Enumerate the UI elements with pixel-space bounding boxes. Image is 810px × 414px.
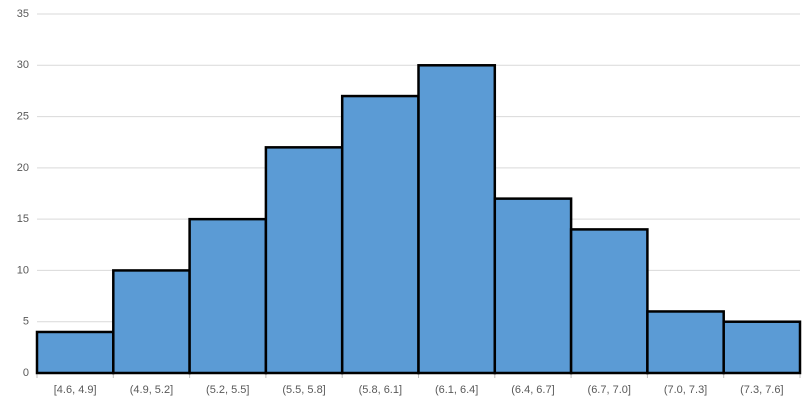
y-tick-label: 25 bbox=[17, 110, 29, 122]
bar bbox=[417, 64, 497, 375]
y-tick-label: 30 bbox=[17, 59, 29, 71]
bar bbox=[264, 146, 344, 375]
bar bbox=[493, 197, 573, 375]
y-tick-label: 35 bbox=[17, 8, 29, 20]
y-tick-label: 5 bbox=[23, 316, 29, 328]
bar bbox=[722, 320, 802, 375]
x-tick-label: [4.6, 4.9] bbox=[54, 384, 97, 396]
x-tick-label: (7.0, 7.3] bbox=[664, 384, 707, 396]
x-tick-label: (6.7, 7.0] bbox=[588, 384, 631, 396]
x-tick-label: (4.9, 5.2] bbox=[130, 384, 173, 396]
y-tick-label: 0 bbox=[23, 367, 29, 379]
bar bbox=[340, 94, 420, 375]
bar bbox=[646, 310, 725, 375]
x-tick-label: (5.8, 6.1] bbox=[359, 384, 402, 396]
bar bbox=[35, 330, 115, 375]
x-tick-label: (5.2, 5.5] bbox=[206, 384, 249, 396]
x-tick-label: (6.1, 6.4] bbox=[435, 384, 478, 396]
bar bbox=[188, 217, 268, 375]
x-tick-label: (6.4, 6.7] bbox=[511, 384, 554, 396]
bar bbox=[569, 228, 649, 375]
x-tick-label: (7.3, 7.6] bbox=[740, 384, 783, 396]
y-tick-label: 20 bbox=[17, 162, 29, 174]
y-tick-label: 15 bbox=[17, 213, 29, 225]
bar bbox=[112, 269, 191, 375]
x-tick-label: (5.5, 5.8] bbox=[282, 384, 325, 396]
y-tick-label: 10 bbox=[17, 264, 29, 276]
